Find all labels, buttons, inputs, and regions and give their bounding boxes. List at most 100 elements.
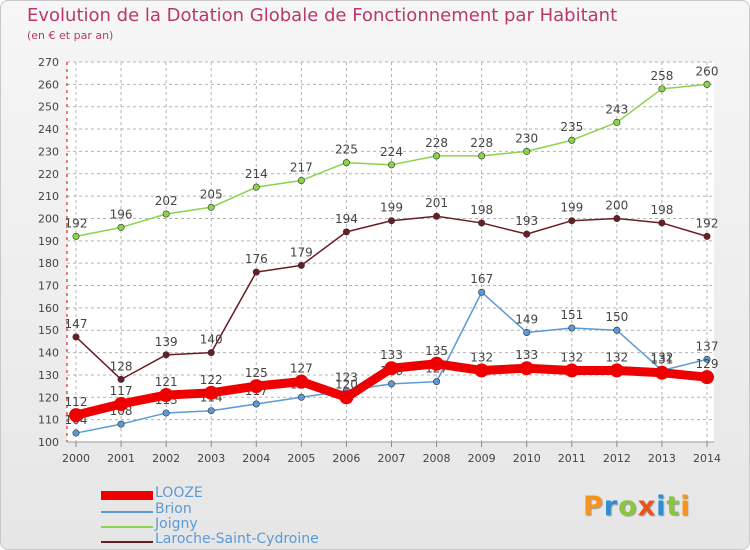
legend-label-looze: LOOZE — [155, 485, 203, 501]
data-point-joigny — [658, 85, 666, 93]
x-tick-label: 2006 — [332, 452, 360, 465]
data-point-brion — [613, 326, 621, 334]
data-label-laroche-saint-cydroine: 128 — [110, 359, 133, 373]
data-label-brion: 132 — [650, 350, 673, 364]
data-point-laroche-saint-cydroine — [658, 219, 666, 227]
y-tick-label: 120 — [38, 391, 59, 404]
data-label-joigny: 243 — [605, 102, 628, 116]
logo-letter: o — [618, 491, 638, 522]
legend-swatch-laroche — [101, 541, 153, 543]
data-point-looze — [519, 361, 534, 376]
data-label-laroche-saint-cydroine: 194 — [335, 212, 358, 226]
y-tick-label: 220 — [38, 168, 59, 181]
data-point-looze — [700, 370, 714, 385]
data-point-laroche-saint-cydroine — [568, 217, 576, 225]
data-label-brion: 151 — [560, 308, 583, 322]
data-point-joigny — [433, 152, 441, 160]
x-tick-label: 2000 — [62, 452, 90, 465]
y-tick-label: 190 — [38, 235, 59, 248]
data-label-looze: 120 — [335, 377, 358, 391]
x-tick-label: 2013 — [648, 452, 676, 465]
data-label-joigny: 230 — [515, 131, 538, 145]
x-tick-label: 2011 — [558, 452, 586, 465]
data-point-joigny — [72, 232, 80, 240]
data-label-joigny: 260 — [696, 64, 719, 78]
data-label-laroche-saint-cydroine: 140 — [200, 333, 223, 347]
data-label-joigny: 258 — [650, 69, 673, 83]
data-point-looze — [339, 390, 354, 405]
data-point-looze — [159, 388, 174, 403]
x-tick-label: 2008 — [423, 452, 451, 465]
data-label-laroche-saint-cydroine: 201 — [425, 196, 448, 210]
data-point-laroche-saint-cydroine — [117, 375, 125, 383]
legend-swatch-brion — [101, 511, 153, 513]
data-label-looze: 132 — [470, 350, 493, 364]
y-tick-label: 210 — [38, 190, 59, 203]
data-point-laroche-saint-cydroine — [162, 351, 170, 359]
x-tick-label: 2005 — [287, 452, 315, 465]
data-point-joigny — [478, 152, 486, 160]
data-point-laroche-saint-cydroine — [387, 217, 395, 225]
data-label-laroche-saint-cydroine: 193 — [515, 214, 538, 228]
data-label-looze: 127 — [290, 362, 313, 376]
data-label-laroche-saint-cydroine: 139 — [155, 335, 178, 349]
x-tick-label: 2010 — [513, 452, 541, 465]
data-label-brion: 150 — [605, 310, 628, 324]
data-label-looze: 121 — [155, 375, 178, 389]
data-point-looze — [294, 374, 309, 389]
data-point-joigny — [117, 223, 125, 231]
data-label-joigny: 202 — [155, 194, 178, 208]
data-label-joigny: 214 — [245, 167, 268, 181]
legend-label-joigny: Joigny — [155, 516, 198, 532]
data-label-laroche-saint-cydroine: 198 — [650, 203, 673, 217]
data-point-brion — [703, 355, 711, 363]
data-point-laroche-saint-cydroine — [478, 219, 486, 227]
y-tick-label: 240 — [38, 123, 59, 136]
data-label-joigny: 217 — [290, 160, 313, 174]
data-label-looze: 131 — [650, 353, 673, 367]
data-label-laroche-saint-cydroine: 179 — [290, 245, 313, 259]
data-point-laroche-saint-cydroine — [297, 261, 305, 269]
logo-letter: x — [637, 491, 657, 522]
x-tick-label: 2003 — [197, 452, 225, 465]
legend-swatch-joigny — [101, 526, 153, 528]
legend-label-brion: Brion — [155, 501, 192, 517]
data-point-laroche-saint-cydroine — [342, 228, 350, 236]
data-point-joigny — [703, 80, 711, 88]
data-point-brion — [523, 328, 531, 336]
x-tick-label: 2004 — [242, 452, 270, 465]
data-point-laroche-saint-cydroine — [613, 214, 621, 222]
data-point-joigny — [342, 159, 350, 167]
data-point-looze — [249, 379, 264, 394]
data-label-laroche-saint-cydroine: 199 — [380, 201, 403, 215]
data-point-laroche-saint-cydroine — [252, 268, 260, 276]
data-point-brion — [297, 393, 305, 401]
data-point-looze — [474, 363, 489, 378]
data-label-looze: 133 — [515, 348, 538, 362]
chart-title: Evolution de la Dotation Globale de Fonc… — [27, 5, 618, 26]
y-tick-label: 260 — [38, 78, 59, 91]
logo-letter: P — [583, 491, 604, 522]
data-point-joigny — [297, 176, 305, 184]
data-point-brion — [568, 324, 576, 332]
y-tick-label: 110 — [38, 414, 59, 427]
data-point-looze — [564, 363, 579, 378]
data-label-looze: 112 — [65, 395, 88, 409]
data-point-joigny — [387, 161, 395, 169]
data-label-joigny: 235 — [560, 120, 583, 134]
data-point-brion — [207, 407, 215, 415]
data-label-looze: 132 — [560, 350, 583, 364]
y-tick-label: 180 — [38, 257, 59, 270]
data-label-looze: 135 — [425, 344, 448, 358]
data-point-joigny — [252, 183, 260, 191]
data-label-laroche-saint-cydroine: 147 — [65, 317, 88, 331]
data-label-joigny: 228 — [470, 136, 493, 150]
data-label-brion: 123 — [335, 371, 358, 385]
y-tick-label: 230 — [38, 145, 59, 158]
data-label-joigny: 225 — [335, 143, 358, 157]
data-label-looze: 133 — [380, 348, 403, 362]
logo-letter: i — [656, 491, 667, 522]
logo-letter: r — [603, 491, 619, 522]
